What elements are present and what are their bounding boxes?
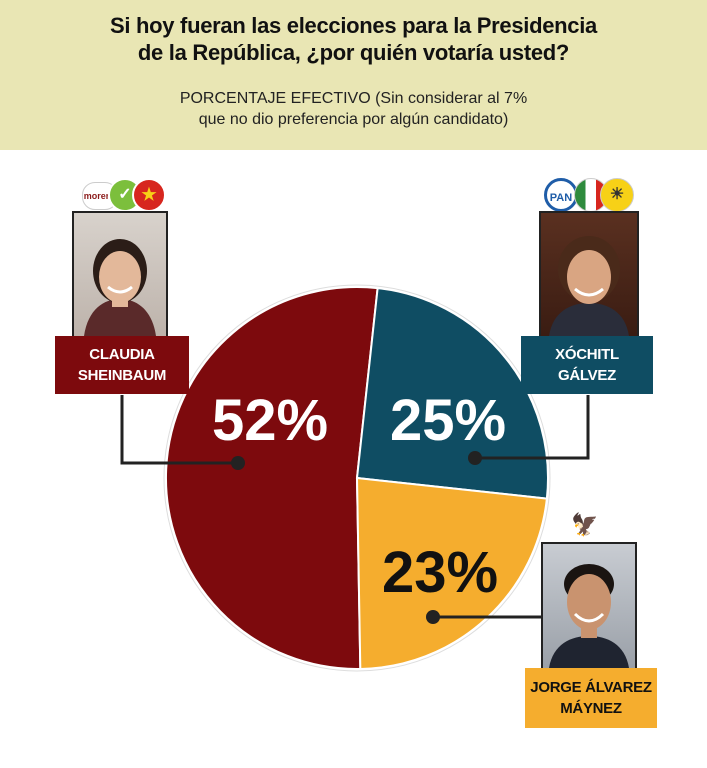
name-maynez-line1: JORGE ÁLVAREZ: [530, 679, 652, 696]
leader-dot-maynez: [426, 610, 440, 624]
photo-sheinbaum: [72, 211, 168, 338]
pan-icon: PAN: [544, 178, 578, 212]
name-maynez-line2: MÁYNEZ: [560, 700, 622, 717]
chart-title: Si hoy fueran las elecciones para la Pre…: [0, 12, 707, 66]
portrait-maynez: [549, 564, 629, 668]
slice-sheinbaum: [164, 286, 379, 670]
leader-lines: [120, 395, 590, 624]
pt-icon: ★: [132, 178, 166, 212]
name-sheinbaum-line1: CLAUDIA: [89, 346, 155, 363]
chart-subtitle-line1: PORCENTAJE EFECTIVO (Sin considerar al 7…: [179, 90, 528, 107]
name-box-sheinbaum: CLAUDIA SHEINBAUM: [55, 336, 189, 394]
leader-dot-galvez: [468, 451, 482, 465]
name-box-galvez: XÓCHITL GÁLVEZ: [521, 336, 653, 394]
leader-line-sheinbaum: [120, 395, 238, 465]
chart-title-line1: Si hoy fueran las elecciones para la Pre…: [110, 13, 597, 38]
name-sheinbaum-line2: SHEINBAUM: [77, 367, 167, 384]
chart-header: Si hoy fueran las elecciones para la Pre…: [0, 0, 707, 150]
photo-maynez: [541, 542, 637, 670]
leader-line-galvez: [475, 395, 590, 460]
leader-dot-sheinbaum: [231, 456, 245, 470]
movimiento-ciudadano-icon: 🦅: [571, 512, 599, 537]
slice-label-maynez: 23%: [382, 540, 498, 605]
slice-maynez: [355, 476, 548, 670]
chart-title-line2: de la República, ¿por quién votaría uste…: [137, 40, 570, 65]
portrait-sheinbaum: [84, 239, 156, 336]
slice-label-sheinbaum: 52%: [212, 388, 328, 453]
slice-labels: 52% 25% 23%: [212, 388, 506, 605]
name-galvez-line1: XÓCHITL: [555, 346, 619, 363]
photo-galvez: [539, 211, 639, 338]
prd-icon: ☀: [600, 178, 634, 212]
chart-subtitle-line2: que no dio preferencia por algún candida…: [198, 111, 509, 128]
name-box-maynez: JORGE ÁLVAREZ MÁYNEZ: [525, 668, 657, 728]
slice-galvez: [355, 287, 549, 500]
name-galvez-line2: GÁLVEZ: [558, 367, 616, 384]
portrait-galvez: [549, 236, 629, 336]
slice-label-galvez: 25%: [390, 388, 506, 453]
chart-subtitle: PORCENTAJE EFECTIVO (Sin considerar al 7…: [0, 88, 707, 130]
pie-slices: [164, 286, 549, 670]
